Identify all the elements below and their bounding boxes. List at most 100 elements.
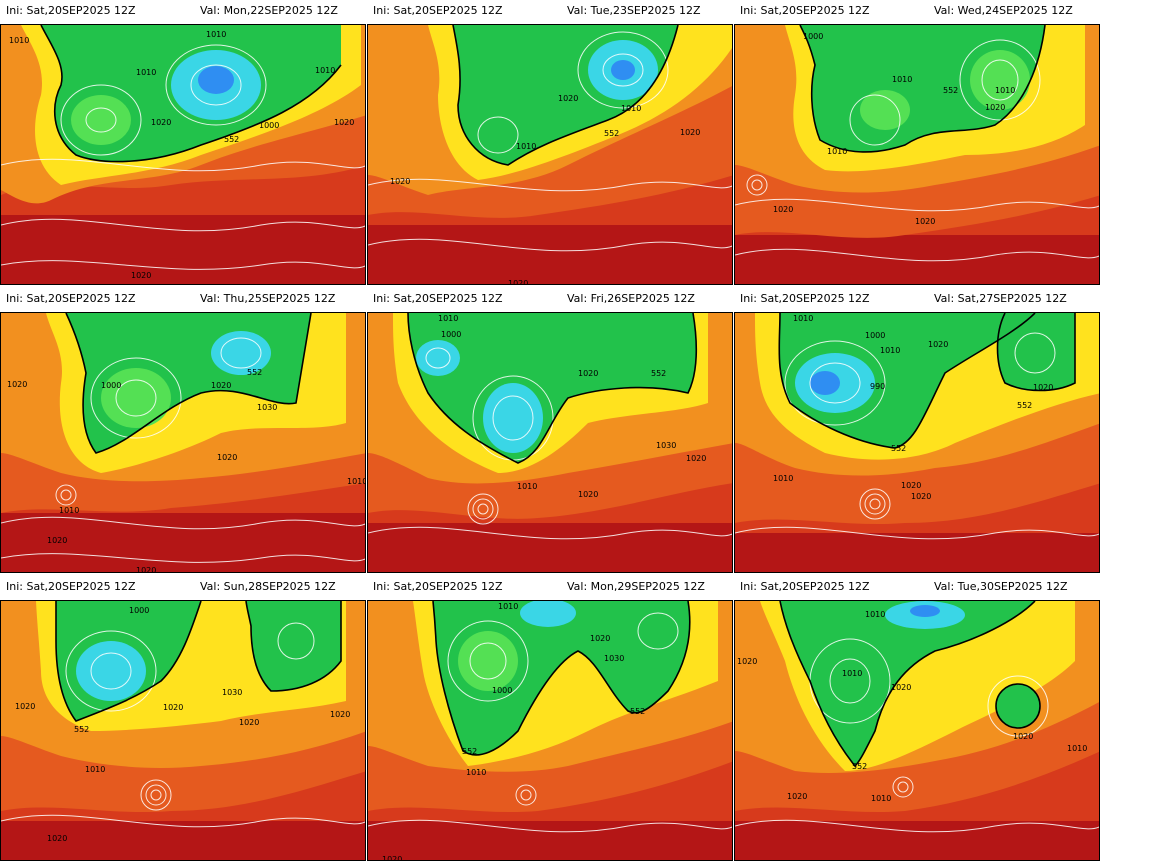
forecast-map: 1020 1000 1020 552 1030 1020 1010 1020 1… [0, 312, 366, 573]
isobar-labels: 1010 1000 1010 990 1020 552 1020 552 101… [773, 314, 1053, 501]
svg-text:1010: 1010 [59, 506, 79, 515]
valid-time-label: Val: Sat,27SEP2025 12Z [934, 292, 1067, 305]
map-canvas: 1010 1000 1020 552 1030 1020 1010 1020 [368, 313, 732, 572]
valid-time-label: Val: Tue,23SEP2025 12Z [567, 4, 701, 17]
svg-text:1020: 1020 [787, 792, 807, 801]
svg-text:1020: 1020 [211, 381, 231, 390]
valid-time-label: Val: Fri,26SEP2025 12Z [567, 292, 695, 305]
init-time-label: Ini: Sat,20SEP2025 12Z [373, 292, 503, 305]
svg-text:1010: 1010 [9, 36, 29, 45]
isobar-labels: 1000 1020 552 1020 1030 1020 1010 1020 1… [15, 606, 350, 843]
map-panel-0: Ini: Sat,20SEP2025 12Z Val: Mon,22SEP202… [0, 0, 366, 287]
svg-text:1010: 1010 [347, 477, 366, 486]
svg-text:1000: 1000 [803, 32, 823, 41]
svg-text:1020: 1020 [590, 634, 610, 643]
map-canvas: 1020 1000 1020 552 1030 1020 1010 1020 1… [1, 313, 366, 573]
map-panel-4: Ini: Sat,20SEP2025 12Z Val: Fri,26SEP202… [367, 288, 733, 575]
forecast-map: 1010 1000 1020 552 1030 1020 1010 1020 [367, 312, 733, 573]
svg-text:1020: 1020 [508, 279, 528, 285]
svg-text:1000: 1000 [129, 606, 149, 615]
svg-text:1010: 1010 [865, 610, 885, 619]
svg-text:1020: 1020 [151, 118, 171, 127]
svg-text:552: 552 [74, 725, 89, 734]
valid-time-label: Val: Wed,24SEP2025 12Z [934, 4, 1073, 17]
init-time-label: Ini: Sat,20SEP2025 12Z [740, 292, 870, 305]
svg-text:1020: 1020 [891, 683, 911, 692]
svg-text:1020: 1020 [680, 128, 700, 137]
forecast-map: 1010 1000 1010 990 1020 552 1020 552 101… [734, 312, 1100, 573]
map-canvas: 1010 1010 1010 1020 1000 1010 1020 552 1… [1, 25, 365, 284]
forecast-map: 1000 1010 552 1010 1020 1010 1020 1020 [734, 24, 1100, 285]
isobar-labels: 1020 1010 552 1010 1020 1020 1020 [390, 94, 700, 285]
init-time-label: Ini: Sat,20SEP2025 12Z [373, 4, 503, 17]
isobar-labels: 1010 1020 1010 1020 552 1020 1010 1020 1… [737, 610, 1087, 803]
svg-text:1020: 1020 [390, 177, 410, 186]
svg-text:1000: 1000 [441, 330, 461, 339]
panel-header: Ini: Sat,20SEP2025 12Z Val: Mon,29SEP202… [367, 576, 733, 600]
init-time-label: Ini: Sat,20SEP2025 12Z [740, 580, 870, 593]
svg-text:1010: 1010 [516, 142, 536, 151]
svg-text:1020: 1020 [330, 710, 350, 719]
forecast-map: 1020 1010 552 1010 1020 1020 1020 [367, 24, 733, 285]
map-panel-6: Ini: Sat,20SEP2025 12Z Val: Sun,28SEP202… [0, 576, 366, 863]
svg-text:1020: 1020 [163, 703, 183, 712]
valid-time-label: Val: Thu,25SEP2025 12Z [200, 292, 336, 305]
svg-text:1020: 1020 [136, 566, 156, 573]
panel-header: Ini: Sat,20SEP2025 12Z Val: Thu,25SEP202… [0, 288, 366, 312]
svg-text:1020: 1020 [47, 834, 67, 843]
isobar-labels: 1010 1000 1020 552 1030 1020 1010 1020 [438, 314, 706, 499]
svg-text:1020: 1020 [1013, 732, 1033, 741]
panel-header: Ini: Sat,20SEP2025 12Z Val: Sat,27SEP202… [734, 288, 1100, 312]
svg-text:1010: 1010 [880, 346, 900, 355]
svg-text:1010: 1010 [827, 147, 847, 156]
isobar-labels: 1010 1010 1010 1020 1000 1010 1020 552 1… [9, 30, 354, 280]
svg-text:1010: 1010 [793, 314, 813, 323]
svg-text:1020: 1020 [334, 118, 354, 127]
svg-text:1010: 1010 [773, 474, 793, 483]
svg-text:1010: 1010 [621, 104, 641, 113]
svg-text:990: 990 [870, 382, 885, 391]
svg-text:552: 552 [1017, 401, 1032, 410]
panel-header: Ini: Sat,20SEP2025 12Z Val: Fri,26SEP202… [367, 288, 733, 312]
svg-text:1010: 1010 [466, 768, 486, 777]
panel-header: Ini: Sat,20SEP2025 12Z Val: Tue,23SEP202… [367, 0, 733, 24]
svg-text:1020: 1020 [578, 490, 598, 499]
svg-text:552: 552 [630, 707, 645, 716]
svg-text:552: 552 [604, 129, 619, 138]
svg-text:1020: 1020 [1033, 383, 1053, 392]
svg-text:1030: 1030 [257, 403, 277, 412]
panel-header: Ini: Sat,20SEP2025 12Z Val: Mon,22SEP202… [0, 0, 366, 24]
init-time-label: Ini: Sat,20SEP2025 12Z [373, 580, 503, 593]
svg-text:552: 552 [891, 444, 906, 453]
isobar-labels: 1010 1020 1030 1000 552 552 1010 1020 [382, 602, 645, 860]
valid-time-label: Val: Mon,22SEP2025 12Z [200, 4, 338, 17]
panel-header: Ini: Sat,20SEP2025 12Z Val: Wed,24SEP202… [734, 0, 1100, 24]
svg-text:1010: 1010 [995, 86, 1015, 95]
map-panel-1: Ini: Sat,20SEP2025 12Z Val: Tue,23SEP202… [367, 0, 733, 287]
svg-text:1020: 1020 [578, 369, 598, 378]
svg-text:1030: 1030 [604, 654, 624, 663]
map-canvas: 1000 1020 552 1020 1030 1020 1010 1020 1… [1, 601, 365, 860]
svg-text:1020: 1020 [928, 340, 948, 349]
init-time-label: Ini: Sat,20SEP2025 12Z [6, 580, 136, 593]
svg-text:1020: 1020 [131, 271, 151, 280]
svg-text:1000: 1000 [259, 121, 279, 130]
svg-text:1020: 1020 [217, 453, 237, 462]
valid-time-label: Val: Sun,28SEP2025 12Z [200, 580, 336, 593]
valid-time-label: Val: Tue,30SEP2025 12Z [934, 580, 1068, 593]
panel-header: Ini: Sat,20SEP2025 12Z Val: Tue,30SEP202… [734, 576, 1100, 600]
svg-text:1010: 1010 [1067, 744, 1087, 753]
svg-text:1010: 1010 [136, 68, 156, 77]
forecast-map: 1010 1010 1010 1020 1000 1010 1020 552 1… [0, 24, 366, 285]
svg-text:1030: 1030 [656, 441, 676, 450]
svg-text:552: 552 [852, 762, 867, 771]
svg-text:552: 552 [943, 86, 958, 95]
map-canvas: 1020 1010 552 1010 1020 1020 1020 [368, 25, 732, 285]
svg-text:1020: 1020 [911, 492, 931, 501]
map-panel-7: Ini: Sat,20SEP2025 12Z Val: Mon,29SEP202… [367, 576, 733, 863]
svg-text:1020: 1020 [773, 205, 793, 214]
svg-text:1020: 1020 [7, 380, 27, 389]
map-canvas: 1000 1010 552 1010 1020 1010 1020 1020 [735, 25, 1099, 284]
svg-text:1020: 1020 [737, 657, 757, 666]
init-time-label: Ini: Sat,20SEP2025 12Z [6, 4, 136, 17]
